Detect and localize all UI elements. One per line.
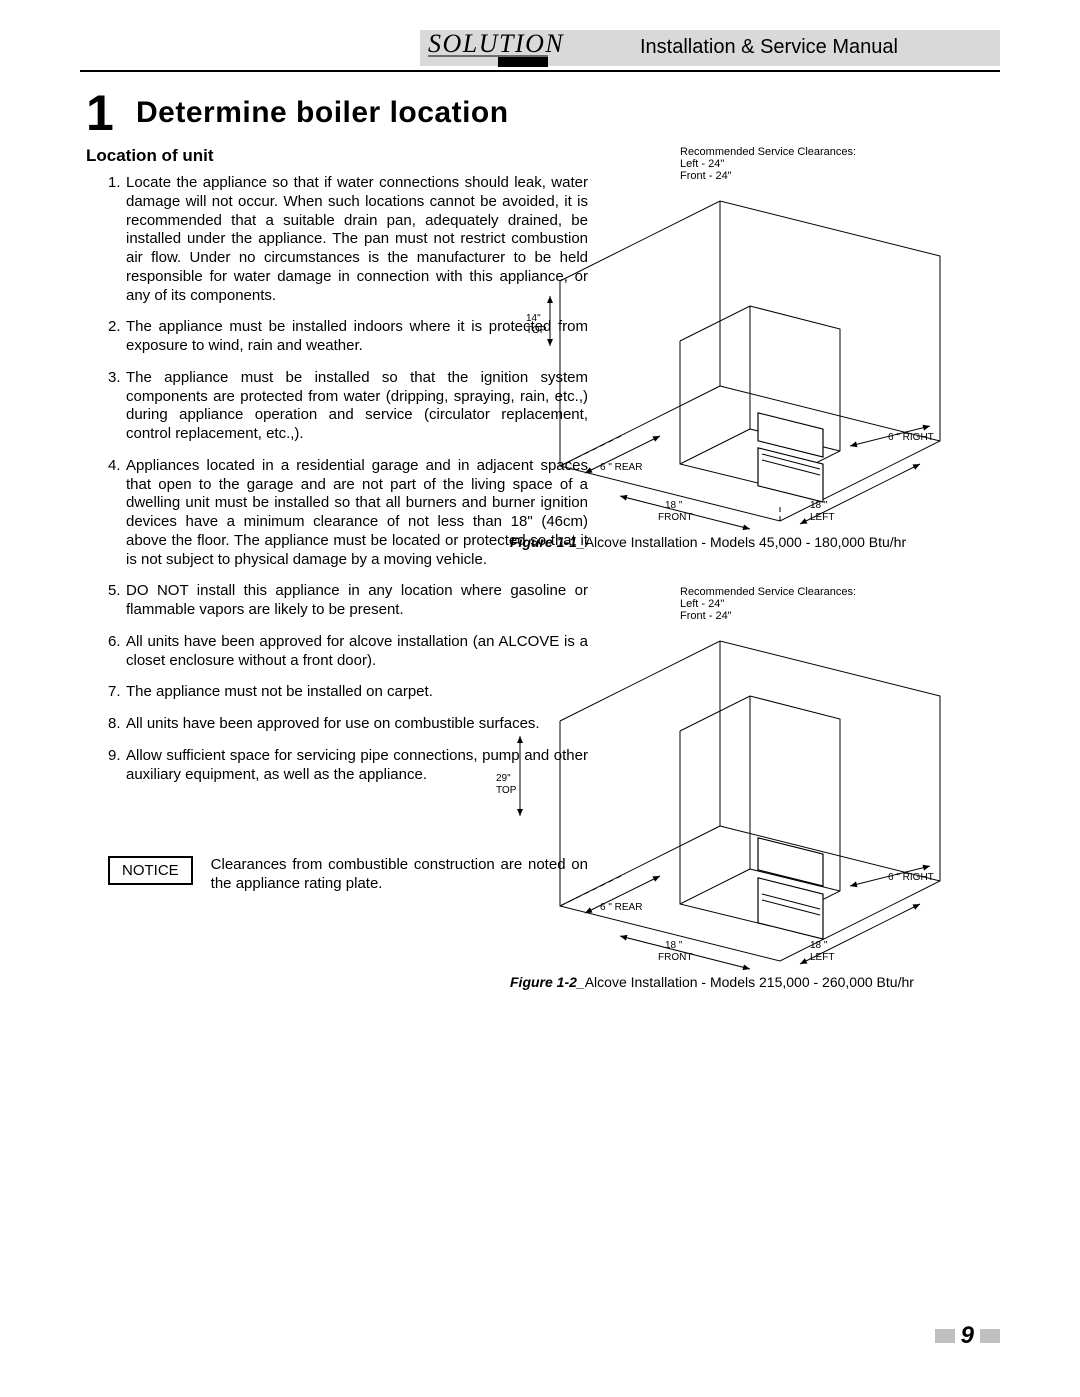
fig1-caption: Figure 1-1_Alcove Installation - Models …: [510, 534, 940, 550]
svg-text:6 " REAR: 6 " REAR: [600, 462, 642, 473]
svg-text:6 " RIGHT: 6 " RIGHT: [888, 432, 934, 443]
brand-main-text: SOLUTION: [428, 29, 564, 58]
fig2-svc-title: Recommended Service Clearances:: [680, 586, 856, 598]
page-number-sq-left: [935, 1329, 955, 1343]
svg-text:FRONT: FRONT: [658, 512, 692, 523]
brand-sub-text: Lochinvar: [503, 58, 538, 67]
page-number: 9: [935, 1322, 1000, 1350]
svg-text:14": 14": [526, 313, 541, 324]
section-number: 1: [86, 84, 114, 142]
fig1-svc-title: Recommended Service Clearances:: [680, 146, 856, 158]
fig2-svc-front: Front - 24": [680, 610, 856, 622]
page-number-value: 9: [961, 1322, 974, 1350]
svg-text:6 " REAR: 6 " REAR: [600, 902, 642, 913]
svg-text:6 " RIGHT: 6 " RIGHT: [888, 872, 934, 883]
svg-text:FRONT: FRONT: [658, 952, 692, 963]
figure-1: Recommended Service Clearances: Left - 2…: [490, 146, 1000, 549]
page-number-sq-right: [980, 1329, 1000, 1343]
svg-text:18 ": 18 ": [665, 940, 683, 951]
section-title: Determine boiler location: [136, 96, 509, 130]
svg-text:LEFT: LEFT: [810, 952, 834, 963]
figure-2: Recommended Service Clearances: Left - 2…: [490, 586, 1000, 989]
header-rule: [80, 70, 1000, 72]
svg-text:18 ": 18 ": [810, 500, 828, 511]
svg-text:18 ": 18 ": [665, 500, 683, 511]
brand-logo: SOLUTION Lochinvar: [428, 24, 588, 68]
fig2-caption: Figure 1-2_Alcove Installation - Models …: [510, 974, 940, 990]
section-subtitle: Location of unit: [86, 146, 213, 166]
svg-text:LEFT: LEFT: [810, 512, 834, 523]
fig2-svc-left: Left - 24": [680, 598, 856, 610]
svg-text:TOP: TOP: [526, 325, 547, 336]
fig1-svc-front: Front - 24": [680, 170, 856, 182]
svg-text:18 ": 18 ": [810, 940, 828, 951]
svg-text:29": 29": [496, 773, 511, 784]
notice-label-box: NOTICE: [108, 856, 193, 885]
fig2-diagram: 29" TOP 6 " REAR 6 " RIGHT 18 " FRONT 18…: [490, 586, 1000, 986]
page-root: SOLUTION Lochinvar Installation & Servic…: [80, 30, 1000, 1360]
fig1-svc-left: Left - 24": [680, 158, 856, 170]
header-title: Installation & Service Manual: [640, 36, 898, 59]
svg-text:TOP: TOP: [496, 785, 517, 796]
fig1-diagram: 14" TOP 6 " REAR 6 " RIGHT 18 " FRONT 18…: [490, 146, 1000, 546]
